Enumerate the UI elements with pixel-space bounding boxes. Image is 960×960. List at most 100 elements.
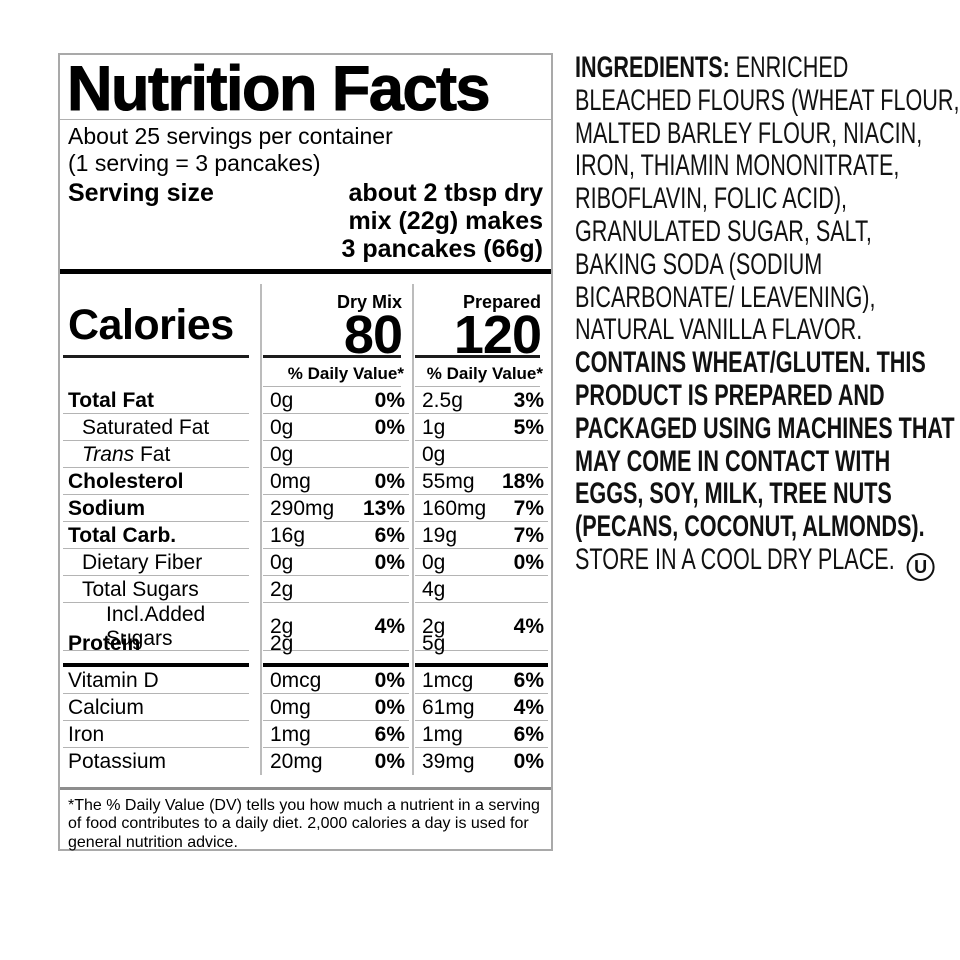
dry-mix-cell: 290mg 13% <box>260 495 412 522</box>
thick-divider-bar <box>60 269 551 274</box>
nutrient-row-trans-fat: Trans Fat 0g 0g <box>60 441 551 468</box>
allergen-line: MAY COME IN CONTACT WITH <box>575 444 891 478</box>
kosher-ou-icon: U <box>906 552 935 581</box>
daily-value-footnote: *The % Daily Value (DV) tells you how mu… <box>68 796 540 851</box>
allergen-line: PACKAGED USING MACHINES THAT <box>575 411 955 445</box>
ingredients-line: NATURAL VANILLA FLAVOR. <box>575 313 863 347</box>
nutrient-name: Dietary Fiber <box>60 549 260 576</box>
section-divider <box>60 657 551 667</box>
nutrient-name: Sodium <box>60 495 260 522</box>
nutrient-row-protein: Protein 2g 5g <box>60 630 551 657</box>
prepared-cell: 1g 5% <box>412 414 551 441</box>
ingredients-line: BICARBONATE/ LEAVENING), <box>575 280 876 314</box>
prepared-cell: 19g 7% <box>412 522 551 549</box>
allergen-line: PRODUCT IS PREPARED AND <box>575 378 885 412</box>
prepared-cell: 2.5g 3% <box>412 387 551 414</box>
prepared-cell: 1mcg 6% <box>412 667 551 694</box>
nutrient-name: Total Carb. <box>60 522 260 549</box>
ingredients-line: GRANULATED SUGAR, SALT, <box>575 214 872 248</box>
dry-mix-cell: 2g <box>260 576 412 603</box>
calories-label: Calories <box>60 274 260 358</box>
dry-mix-cell: 0g 0% <box>260 414 412 441</box>
nutrient-row-total-sugars: Total Sugars 2g 4g <box>60 576 551 603</box>
storage-line: STORE IN A COOL DRY PLACE. U <box>575 543 960 581</box>
column-header-prepared: Prepared <box>462 291 541 312</box>
daily-value-header-row: % Daily Value* % Daily Value* <box>60 358 551 387</box>
nutrient-name: Iron <box>60 721 260 748</box>
prepared-cell: 1mg 6% <box>412 721 551 748</box>
prepared-cell: 55mg 18% <box>412 468 551 495</box>
ingredients-block: INGREDIENTS: ENRICHED BLEACHED FLOURS (WH… <box>575 51 960 581</box>
prepared-cell: 2g 4% <box>412 603 551 651</box>
nutrient-row-total-fat: Total Fat 0g 0% 2.5g 3% <box>60 387 551 414</box>
dry-mix-cell: 0mg 0% <box>260 468 412 495</box>
nutrient-row-dietary-fiber: Dietary Fiber 0g 0% 0g 0% <box>60 549 551 576</box>
nutrient-name: Potassium <box>68 749 167 773</box>
nutrient-row-calcium: Calcium 0mg 0% 61mg 4% <box>60 694 551 721</box>
prepared-cell: 5g <box>422 631 446 655</box>
dry-mix-cell: 0g 0% <box>260 387 412 414</box>
nutrient-name: Total Sugars <box>60 576 260 603</box>
dry-mix-cell: 0g <box>260 441 412 468</box>
allergen-line: (PECANS, COCONUT, ALMONDS). <box>575 510 925 544</box>
calories-dry-value: 80 <box>343 304 403 365</box>
ingredients-line: MALTED BARLEY FLOUR, NIACIN, <box>575 116 923 150</box>
nutrient-row-added-sugars: Incl.Added Sugars 2g 4% 2g 4% <box>60 603 551 651</box>
serving-equivalence: (1 serving = 3 pancakes) <box>68 150 321 176</box>
nutrient-name: Calcium <box>60 694 260 721</box>
dry-mix-cell: 16g 6% <box>260 522 412 549</box>
allergen-line: CONTAINS WHEAT/GLUTEN. THIS <box>575 346 926 380</box>
nutrient-name: Trans Fat <box>60 441 260 468</box>
nutrient-row-iron: Iron 1mg 6% 1mg 6% <box>60 721 551 748</box>
nutrition-facts-panel: Nutrition Facts About 25 servings per co… <box>58 53 553 851</box>
prepared-calories: Prepared 120 <box>412 274 551 365</box>
ingredients-line: BAKING SODA (SODIUM <box>575 247 823 281</box>
calories-prepared-value: 120 <box>453 304 542 365</box>
nutrient-row-potassium: Potassium 20mg 0% 39mg 0% <box>60 748 551 775</box>
dry-mix-cell: 0mcg 0% <box>260 667 412 694</box>
serving-size-value: about 2 tbsp dry mix (22g) makes 3 panca… <box>341 179 544 263</box>
column-header-dry-mix: Dry Mix <box>336 291 402 312</box>
nutrient-name: Protein <box>68 631 141 655</box>
dry-mix-cell: 0g 0% <box>260 549 412 576</box>
prepared-cell: 61mg 4% <box>412 694 551 721</box>
servings-per-container: About 25 servings per container <box>68 123 393 149</box>
dry-mix-cell: 1mg 6% <box>260 721 412 748</box>
nutrient-row-sodium: Sodium 290mg 13% 160mg 7% <box>60 495 551 522</box>
ingredients-line: RIBOFLAVIN, FOLIC ACID), <box>575 182 848 216</box>
calories-row: Calories Dry Mix 80 Prepared 120 <box>60 274 551 365</box>
nutrient-row-cholesterol: Cholesterol 0mg 0% 55mg 18% <box>60 468 551 495</box>
nutrient-name: Cholesterol <box>60 468 260 495</box>
dry-mix-cell: 0mg 0% <box>260 694 412 721</box>
serving-size-label: Serving size <box>68 179 214 207</box>
ingredients-line: BLEACHED FLOURS (WHEAT FLOUR, <box>575 83 960 117</box>
prepared-cell: 39mg 0% <box>422 749 544 773</box>
ingredients-line: INGREDIENTS: ENRICHED <box>575 51 849 84</box>
dry-mix-cell: 2g <box>270 631 294 655</box>
nutrition-table: Calories Dry Mix 80 Prepared 120 % Daily… <box>60 274 551 775</box>
allergen-line: EGGS, SOY, MILK, TREE NUTS <box>575 477 892 511</box>
ingredients-heading: INGREDIENTS: <box>575 51 730 84</box>
daily-value-header-prepared: % Daily Value* <box>412 358 551 387</box>
dry-mix-cell: 2g 4% <box>260 603 412 651</box>
prepared-cell: 160mg 7% <box>412 495 551 522</box>
panel-title: Nutrition Facts <box>60 55 551 121</box>
nutrient-name: Incl.Added Sugars <box>60 603 260 651</box>
nutrient-row-total-carb: Total Carb. 16g 6% 19g 7% <box>60 522 551 549</box>
column-divider <box>412 284 414 775</box>
prepared-cell: 4g <box>412 576 551 603</box>
serving-size-row: Serving size about 2 tbsp dry mix (22g) … <box>60 177 551 269</box>
column-divider <box>260 284 262 775</box>
nutrient-row-saturated-fat: Saturated Fat 0g 0% 1g 5% <box>60 414 551 441</box>
daily-value-header-dry: % Daily Value* <box>260 358 412 387</box>
nutrient-name: Saturated Fat <box>60 414 260 441</box>
prepared-cell: 0g <box>412 441 551 468</box>
dry-mix-calories: Dry Mix 80 <box>260 274 412 365</box>
prepared-cell: 0g 0% <box>412 549 551 576</box>
nutrient-name: Vitamin D <box>60 667 260 694</box>
nutrient-name: Total Fat <box>60 387 260 414</box>
footnote-divider <box>60 787 551 790</box>
servings-info: About 25 servings per container (1 servi… <box>60 120 551 177</box>
dry-mix-cell: 20mg 0% <box>270 749 405 773</box>
ingredients-line: IRON, THIAMIN MONONITRATE, <box>575 149 900 183</box>
